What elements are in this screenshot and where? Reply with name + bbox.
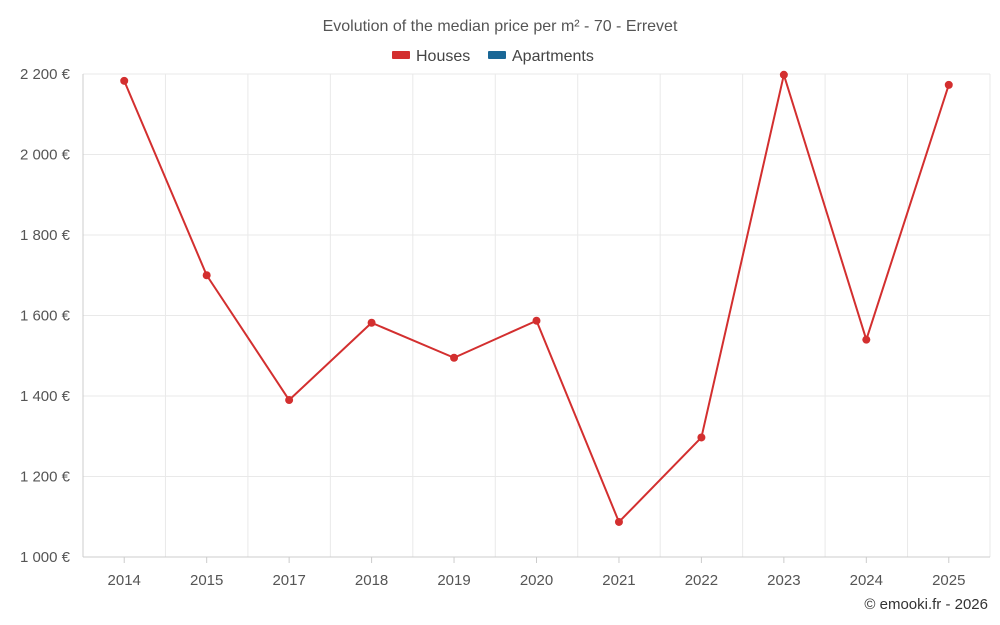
- y-axis-ticks: 1 000 € 1 200 € 1 400 € 1 600 € 1 800 € 2 000…: [20, 66, 71, 566]
- data-point-houses[interactable]: [367, 318, 376, 327]
- legend-label-houses: Houses: [416, 48, 470, 65]
- x-tick-label: 2021: [602, 572, 635, 589]
- y-tick-label: 2 200 €: [20, 66, 71, 83]
- x-tick-label: 2024: [850, 572, 883, 589]
- data-point-houses[interactable]: [285, 396, 294, 405]
- legend-swatch-apartments: [488, 51, 506, 59]
- data-point-houses[interactable]: [697, 433, 706, 442]
- x-tick-label: 2015: [190, 572, 223, 589]
- credit-text: © emooki.fr - 2026: [864, 596, 988, 613]
- x-tick-label: 2023: [767, 572, 800, 589]
- x-tick-label: 2022: [685, 572, 718, 589]
- legend-swatch-houses: [392, 51, 410, 59]
- data-point-houses[interactable]: [202, 271, 211, 280]
- legend-item-houses[interactable]: Houses: [392, 48, 470, 65]
- data-point-houses[interactable]: [944, 80, 953, 89]
- series-layer: [120, 70, 953, 526]
- grid: [82, 73, 991, 558]
- data-point-houses[interactable]: [532, 316, 541, 325]
- x-tick-label: 2014: [108, 572, 141, 589]
- y-tick-label: 1 600 €: [20, 308, 71, 325]
- data-point-houses[interactable]: [120, 76, 129, 85]
- legend-item-apartments[interactable]: Apartments: [488, 48, 594, 65]
- y-tick-label: 1 200 €: [20, 469, 71, 486]
- data-point-houses[interactable]: [450, 353, 459, 362]
- x-axis-ticks: 2014 2015 2017 2018 2019 2020 2021 2022 2023 2024…: [108, 557, 965, 589]
- legend: Houses Apartments: [392, 48, 594, 65]
- x-tick-label: 2017: [272, 572, 305, 589]
- data-point-houses[interactable]: [779, 70, 788, 79]
- x-tick-label: 2025: [932, 572, 965, 589]
- chart-title: Evolution of the median price per m² - 7…: [323, 18, 678, 35]
- data-point-houses[interactable]: [862, 335, 871, 344]
- legend-label-apartments: Apartments: [512, 48, 594, 65]
- y-tick-label: 2 000 €: [20, 147, 71, 164]
- data-point-houses[interactable]: [614, 517, 623, 526]
- y-tick-label: 1 400 €: [20, 388, 71, 405]
- y-tick-label: 1 000 €: [20, 549, 71, 566]
- x-tick-label: 2018: [355, 572, 388, 589]
- x-tick-label: 2019: [437, 572, 470, 589]
- y-tick-label: 1 800 €: [20, 227, 71, 244]
- x-tick-label: 2020: [520, 572, 553, 589]
